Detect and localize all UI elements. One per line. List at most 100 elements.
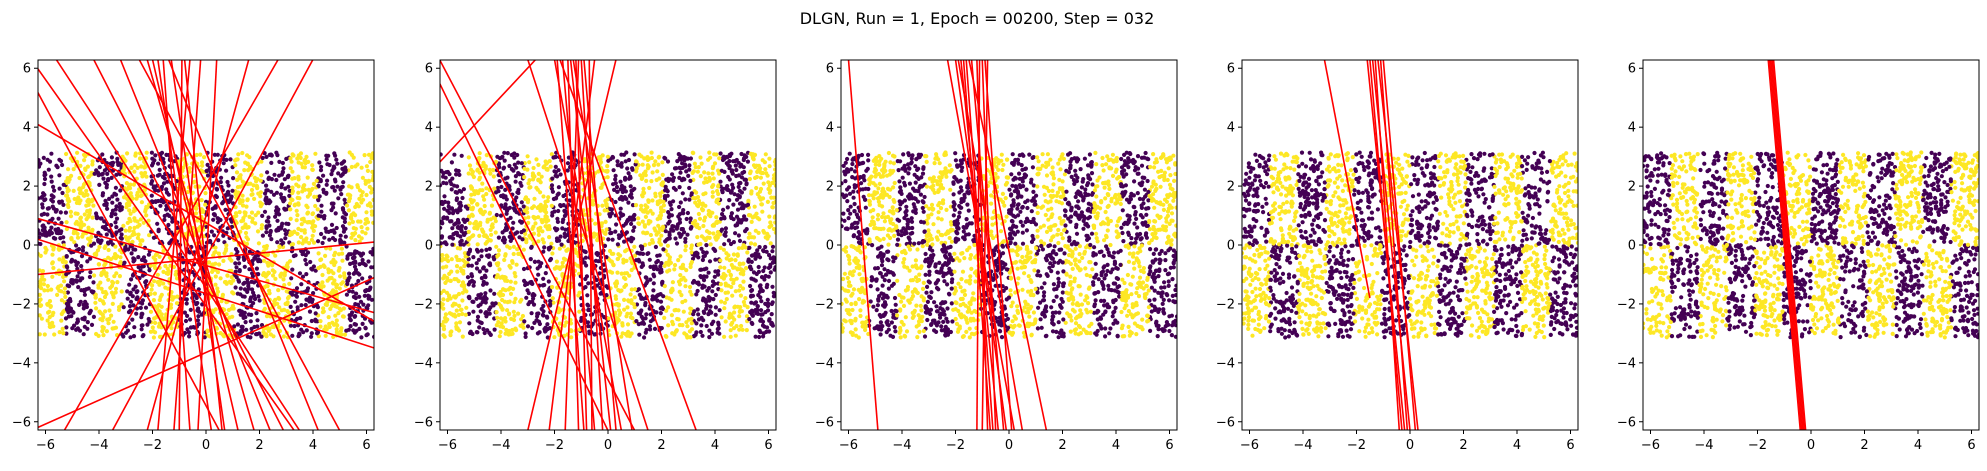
- point-class-b: [440, 302, 445, 307]
- point-class-b: [718, 282, 724, 287]
- point-class-a: [84, 302, 89, 307]
- point-class-b: [467, 221, 472, 226]
- point-class-a: [82, 289, 87, 294]
- point-class-b: [84, 203, 89, 208]
- point-class-b: [90, 162, 95, 167]
- point-class-a: [561, 193, 566, 199]
- point-class-b: [277, 244, 282, 250]
- point-class-a: [623, 159, 628, 164]
- point-class-a: [205, 162, 210, 167]
- point-class-a: [665, 236, 671, 241]
- point-class-a: [318, 168, 324, 173]
- point-class-b: [297, 155, 302, 160]
- point-class-b: [701, 223, 706, 229]
- point-class-b: [632, 305, 637, 310]
- point-class-b: [591, 202, 596, 207]
- point-class-b: [273, 297, 278, 302]
- point-class-a: [712, 274, 717, 279]
- point-class-a: [48, 228, 53, 233]
- point-class-b: [281, 334, 286, 339]
- point-class-a: [555, 227, 560, 232]
- point-class-a: [260, 233, 265, 238]
- point-class-b: [313, 203, 318, 209]
- point-class-b: [669, 288, 674, 293]
- point-class-a: [631, 228, 636, 233]
- point-class-a: [623, 177, 628, 182]
- point-class-b: [361, 197, 366, 202]
- point-class-a: [81, 302, 86, 307]
- point-class-a: [191, 325, 196, 330]
- point-class-a: [42, 181, 47, 187]
- point-class-a: [234, 275, 239, 280]
- point-class-b: [731, 252, 737, 257]
- point-class-b: [460, 334, 465, 339]
- point-class-b: [746, 235, 751, 240]
- point-class-a: [290, 267, 295, 272]
- point-class-b: [494, 244, 499, 249]
- point-class-b: [121, 195, 127, 200]
- point-class-b: [760, 170, 766, 176]
- point-class-b: [294, 182, 299, 187]
- point-class-b: [522, 175, 527, 180]
- point-class-a: [488, 305, 493, 310]
- point-class-a: [107, 196, 112, 201]
- point-class-a: [45, 212, 50, 217]
- point-class-a: [167, 241, 172, 246]
- point-class-a: [155, 221, 160, 226]
- point-class-a: [497, 179, 502, 184]
- point-class-a: [359, 253, 364, 258]
- point-class-a: [757, 328, 762, 333]
- point-class-a: [196, 314, 201, 319]
- point-class-a: [340, 224, 346, 229]
- point-class-b: [64, 220, 69, 225]
- point-class-b: [707, 210, 713, 215]
- point-class-a: [267, 223, 272, 228]
- point-class-b: [76, 196, 81, 201]
- point-class-a: [643, 300, 648, 306]
- point-class-b: [138, 156, 143, 161]
- point-class-b: [550, 285, 555, 290]
- point-class-a: [541, 276, 546, 281]
- point-class-b: [712, 161, 718, 166]
- point-class-b: [737, 327, 742, 332]
- x-tick-label: −2: [143, 438, 162, 453]
- point-class-b: [45, 283, 50, 289]
- point-class-b: [658, 242, 664, 247]
- point-class-b: [617, 312, 622, 317]
- point-class-b: [100, 329, 105, 334]
- boundary-line: [183, 60, 223, 430]
- point-class-a: [736, 233, 742, 238]
- point-class-b: [168, 305, 174, 310]
- point-class-b: [728, 273, 734, 278]
- point-class-b: [233, 211, 239, 216]
- boundary-line: [38, 123, 374, 323]
- point-class-a: [765, 303, 771, 309]
- point-class-b: [611, 251, 616, 256]
- point-class-a: [338, 237, 343, 242]
- point-class-b: [50, 274, 55, 279]
- point-class-b: [295, 195, 300, 200]
- point-class-a: [371, 246, 374, 251]
- point-class-a: [484, 268, 489, 273]
- point-class-a: [97, 182, 102, 187]
- point-class-a: [523, 331, 528, 336]
- point-class-b: [666, 305, 671, 310]
- point-class-a: [759, 299, 764, 304]
- point-class-b: [678, 265, 683, 270]
- point-class-a: [766, 265, 772, 270]
- point-class-b: [603, 219, 608, 224]
- point-class-a: [202, 335, 207, 340]
- point-class-b: [296, 190, 301, 195]
- point-class-b: [573, 247, 578, 252]
- point-class-a: [556, 185, 562, 190]
- point-class-b: [719, 288, 724, 293]
- point-class-b: [311, 219, 316, 224]
- point-class-a: [155, 173, 160, 178]
- point-class-a: [81, 245, 86, 250]
- point-class-b: [128, 211, 133, 216]
- boundary-line: [119, 60, 271, 430]
- point-class-a: [297, 271, 303, 276]
- point-class-b: [550, 251, 555, 256]
- point-class-a: [341, 180, 346, 185]
